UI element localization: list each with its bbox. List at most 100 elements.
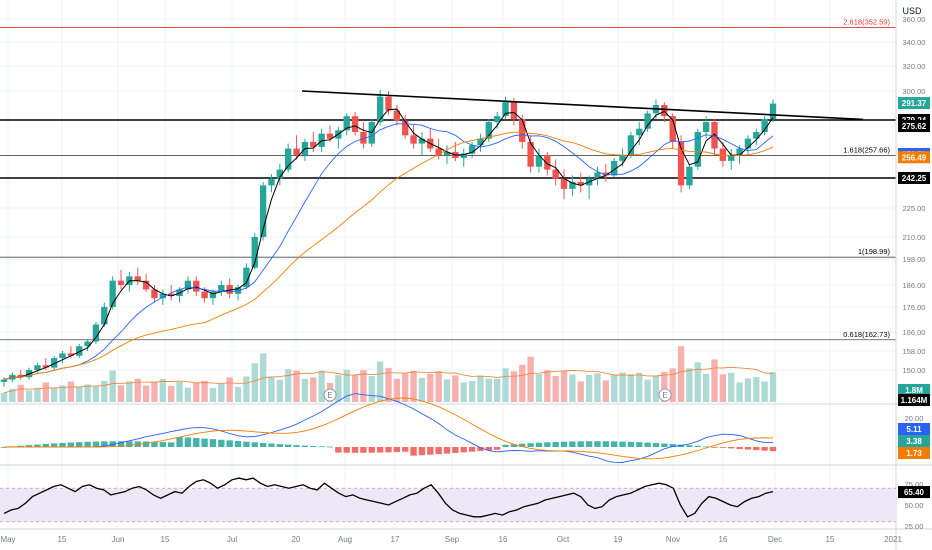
macd-hist-21 (176, 437, 183, 447)
rsi-tick-0: 75.00 (905, 480, 924, 489)
macd-hist-84 (702, 446, 710, 448)
candle-body-42 (351, 116, 359, 133)
volume-bar-34 (285, 369, 292, 402)
macd-hist-57 (477, 447, 484, 452)
volume-bar-9 (76, 387, 83, 402)
candle-body-66 (552, 169, 559, 179)
macd-hist-78 (652, 443, 660, 447)
candle-body-49 (410, 135, 417, 144)
macd-signal (4, 397, 774, 460)
macd-hist-2 (17, 445, 24, 447)
candle-body-56 (468, 145, 476, 154)
volume-bar-81 (677, 346, 685, 402)
macd-hist-56 (468, 447, 476, 452)
candle-body-67 (560, 178, 568, 189)
candle-body-19 (159, 293, 166, 299)
time-scale[interactable]: May 15 Jun 15 Jul 20 Aug 17 Sep 16 Oct 19 Nov 16 Dec 15… (0, 535, 902, 544)
macd-badge-0-bg (898, 423, 930, 435)
candle-body-62 (519, 118, 526, 142)
candle-body-68 (569, 181, 576, 189)
candle-body-65 (544, 155, 551, 170)
candle-body-47 (393, 110, 401, 121)
price-tick-12: 198.00 (903, 255, 926, 264)
macd-hist-55 (460, 447, 467, 453)
candle-body-26 (218, 285, 225, 292)
earnings-label-0: E (327, 391, 332, 400)
candle-body-29 (243, 267, 250, 288)
candle-body-82 (686, 166, 693, 186)
volume-bar-26 (218, 383, 225, 402)
volume-bar-58 (485, 378, 492, 402)
macd-hist-51 (427, 447, 434, 455)
macd-hist-39 (326, 446, 334, 448)
price-badge-0-bg (898, 97, 930, 110)
price-tick-16: 158.00 (903, 347, 926, 356)
macd-hist-63 (527, 443, 534, 447)
candle-body-88 (736, 148, 743, 156)
volume-average (3, 366, 774, 394)
candle-body-52 (435, 148, 442, 156)
candle-body-31 (259, 185, 267, 237)
macd-hist-25 (209, 439, 217, 447)
volume-bar-1 (9, 388, 16, 402)
macd-hist-48 (402, 447, 409, 452)
macd-hist-72 (602, 441, 610, 447)
macd-hist-40 (335, 447, 342, 453)
candle-body-77 (644, 113, 651, 129)
macd-hist-29 (243, 441, 250, 447)
macd-badge-1-bg (898, 435, 930, 447)
time-tick-11: 19 (614, 535, 623, 544)
macd-hist-38 (318, 446, 325, 448)
macd-hist-69 (577, 441, 584, 447)
price-tick-0: 360.00 (903, 15, 926, 24)
price-tick-17: 150.00 (903, 366, 926, 375)
volume-bar-68 (569, 374, 576, 402)
fib-label-0: 2.618(352.59) (843, 18, 890, 27)
volume-bar-82 (686, 368, 693, 402)
volume-bar-44 (368, 375, 375, 402)
candle-body-13 (109, 280, 116, 307)
candle-body-33 (276, 169, 284, 179)
price-badge-5-bg (898, 172, 930, 184)
macd-hist-10 (84, 441, 91, 447)
macd-hist-68 (569, 441, 576, 447)
macd-hist-91 (761, 447, 768, 451)
volume-bar-11 (92, 386, 100, 402)
macd-hist-80 (669, 444, 676, 447)
rsi-badge-bg (898, 486, 930, 499)
time-tick-2: Jun (112, 535, 125, 544)
volume-bar-13 (109, 370, 116, 402)
candle-body-14 (117, 280, 125, 285)
macd-hist-54 (452, 447, 459, 453)
macd-hist-47 (393, 447, 401, 453)
candle-body-57 (477, 138, 484, 146)
macd-hist-11 (92, 441, 100, 447)
macd-badge-1: 3.38 (906, 437, 922, 446)
rsi-line (3, 477, 774, 518)
time-tick-8: Sep (445, 535, 460, 544)
volume-bar-91 (761, 381, 768, 402)
volume-badge-0-bg (898, 384, 930, 396)
macd-panel[interactable] (0, 393, 777, 463)
volume-bar-50 (418, 377, 426, 402)
time-tick-14: Dec (768, 535, 782, 544)
volume-bar-48 (402, 373, 409, 402)
price-tick-13: 186.00 (903, 281, 926, 290)
candle-body-7 (59, 353, 66, 359)
volume-bar-65 (544, 370, 551, 402)
price-badge-4: 256.49 (902, 153, 927, 162)
macd-hist-17 (142, 441, 150, 447)
time-tick-1: 15 (58, 535, 67, 544)
price-scale[interactable]: 360.00 340.00 320.00 300.00 225.00 210.00 198.… (898, 15, 930, 531)
earnings-marker-0 (323, 388, 337, 402)
rsi-panel[interactable] (0, 477, 896, 523)
volume-bar-67 (560, 370, 568, 402)
macd-hist-34 (285, 444, 292, 447)
trendline[interactable] (301, 90, 864, 121)
candle-body-64 (535, 155, 543, 167)
candle-body-81 (677, 141, 685, 186)
volume-bar-20 (167, 385, 175, 402)
macd-hist-66 (552, 441, 559, 447)
macd-hist-74 (619, 441, 626, 447)
